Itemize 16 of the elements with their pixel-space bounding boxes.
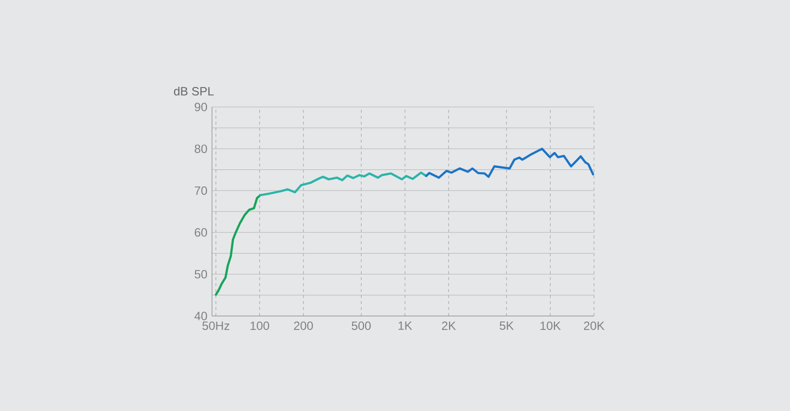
y-tick-label: 50 <box>194 270 208 278</box>
y-tick-label: 80 <box>194 144 208 154</box>
y-axis-title: dB SPL <box>174 86 214 96</box>
x-tick-label: 1K <box>398 322 412 330</box>
y-tick-label: 90 <box>194 102 208 112</box>
x-tick-label: 5K <box>500 322 514 330</box>
x-tick-label: 20K <box>584 322 605 330</box>
x-tick-label: 50Hz <box>202 322 230 330</box>
x-tick-label: 200 <box>294 322 313 330</box>
x-tick-label: 500 <box>352 322 371 330</box>
x-tick-label: 10K <box>540 322 561 330</box>
y-tick-label: 40 <box>194 312 208 320</box>
y-tick-label: 60 <box>194 228 208 237</box>
x-tick-label: 100 <box>250 322 270 330</box>
y-tick-label: 70 <box>194 186 208 195</box>
x-tick-label: 2K <box>442 322 456 330</box>
